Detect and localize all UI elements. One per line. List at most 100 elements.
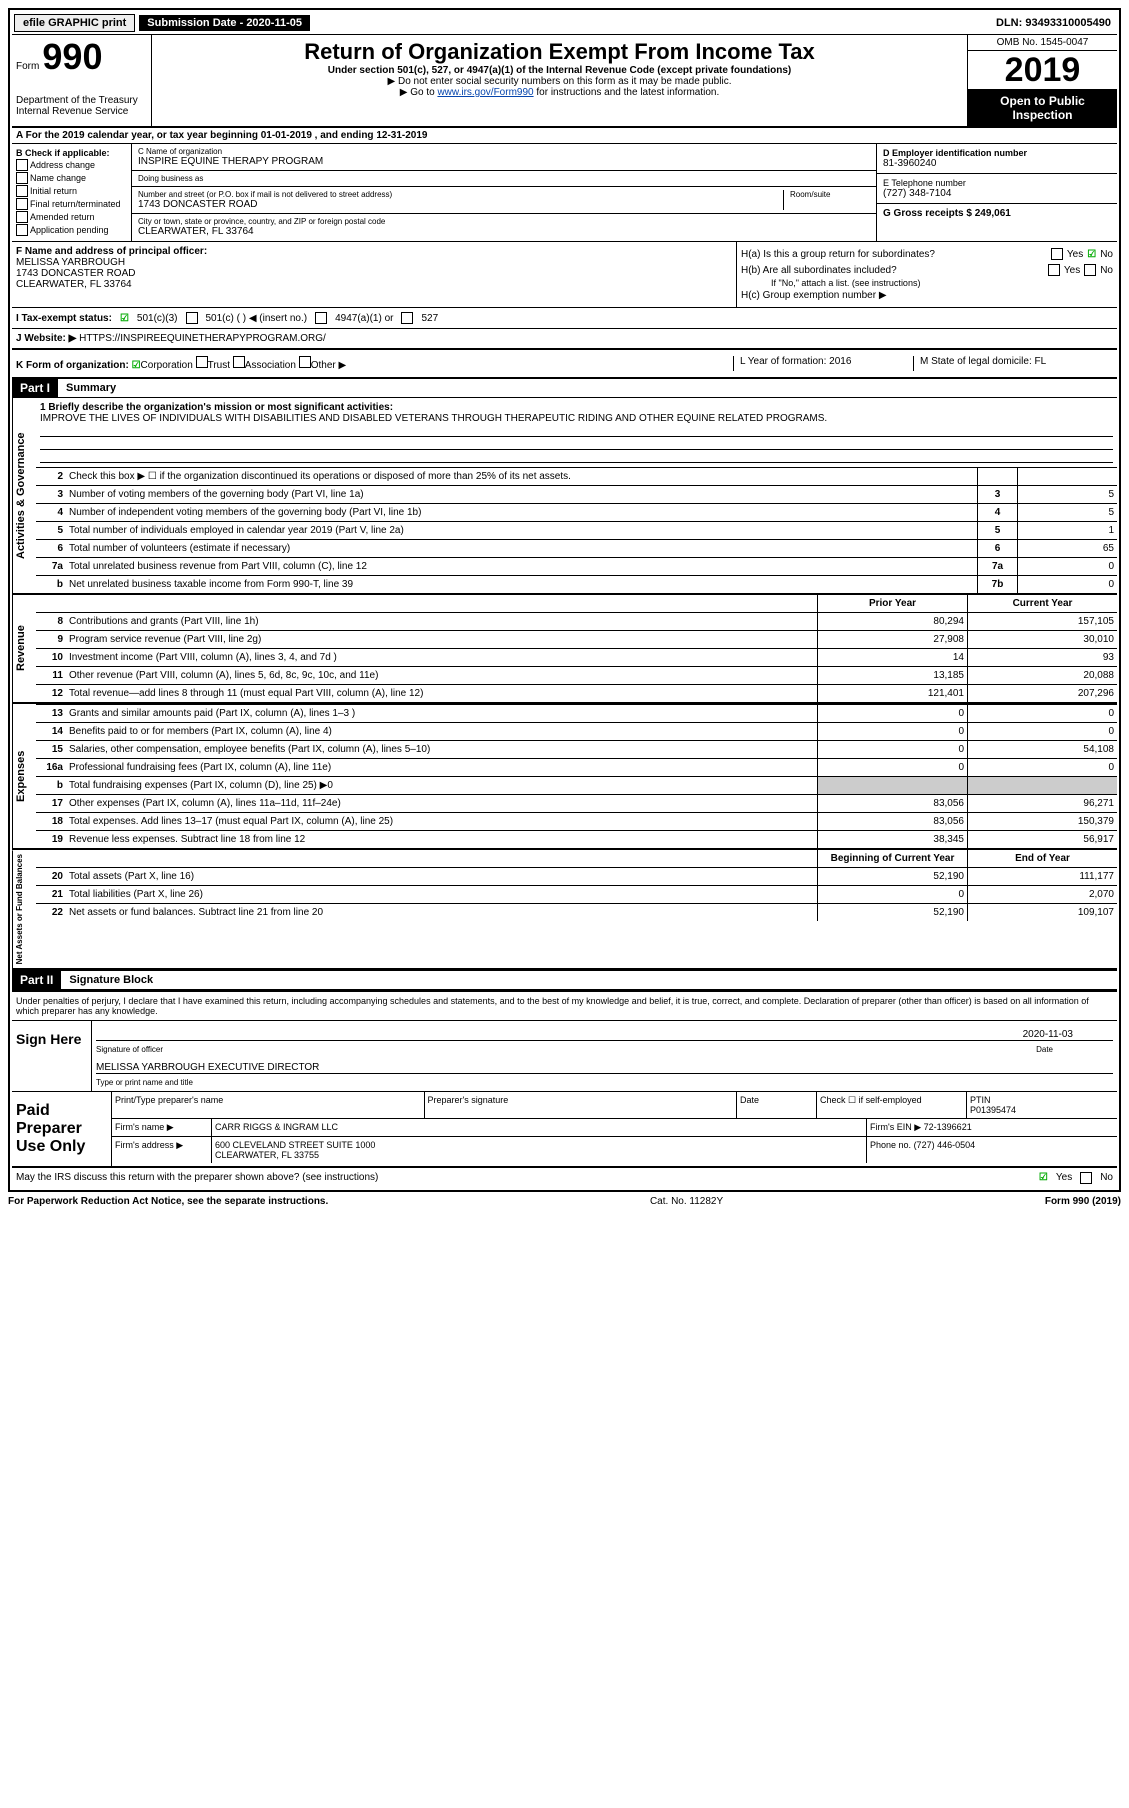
value-line: 14 Benefits paid to or for members (Part…: [36, 722, 1117, 740]
prior-val: 0: [817, 741, 967, 758]
check-label: Final return/terminated: [30, 199, 121, 209]
line-num: 2: [36, 468, 66, 485]
prep-row-1: Print/Type preparer's name Preparer's si…: [112, 1092, 1117, 1119]
checkbox-icon[interactable]: [315, 312, 327, 324]
current-val: 111,177: [967, 868, 1117, 885]
officer-addr1: 1743 DONCASTER ROAD: [16, 268, 732, 279]
prior-val: 121,401: [817, 685, 967, 702]
checkbox-icon[interactable]: [1080, 1172, 1092, 1184]
line-desc: Total number of individuals employed in …: [66, 522, 977, 539]
check-amended[interactable]: Amended return: [16, 211, 127, 223]
row-j: J Website: ▶ HTTPS://INSPIREEQUINETHERAP…: [12, 329, 1117, 350]
checkbox-icon[interactable]: [299, 356, 311, 368]
date-label: Date: [1036, 1045, 1113, 1054]
corp: Corporation: [141, 360, 193, 371]
ein-value: 81-3960240: [883, 158, 1111, 169]
line-desc: Benefits paid to or for members (Part IX…: [66, 723, 817, 740]
line-num: 11: [36, 667, 66, 684]
line-num: 6: [36, 540, 66, 557]
line-desc: Other revenue (Part VIII, column (A), li…: [66, 667, 817, 684]
mission-text: IMPROVE THE LIVES OF INDIVIDUALS WITH DI…: [40, 413, 1113, 424]
ein-label: D Employer identification number: [883, 148, 1111, 158]
check-address[interactable]: Address change: [16, 159, 127, 171]
checkbox-icon[interactable]: [233, 356, 245, 368]
line-num: 14: [36, 723, 66, 740]
phone-label: E Telephone number: [883, 178, 1111, 188]
checkmark-icon: ☑: [132, 360, 141, 371]
sign-here-label: Sign Here: [12, 1021, 92, 1091]
check-name[interactable]: Name change: [16, 172, 127, 184]
line-val: [1017, 468, 1117, 485]
blank-line: [40, 450, 1113, 463]
line-desc: Total liabilities (Part X, line 26): [66, 886, 817, 903]
checkbox-icon[interactable]: [401, 312, 413, 324]
checkbox-icon[interactable]: [1084, 264, 1096, 276]
line-num: 13: [36, 705, 66, 722]
website-url[interactable]: HTTPS://INSPIREEQUINETHERAPYPROGRAM.ORG/: [79, 333, 326, 344]
prior-val: 0: [817, 705, 967, 722]
prior-val: 13,185: [817, 667, 967, 684]
prior-val: 83,056: [817, 813, 967, 830]
preparer-grid: Paid Preparer Use Only Print/Type prepar…: [12, 1091, 1117, 1168]
checkbox-icon[interactable]: [1051, 248, 1063, 260]
irs-link[interactable]: www.irs.gov/Form990: [437, 87, 533, 98]
net-header-row: Beginning of Current Year End of Year: [36, 850, 1117, 867]
value-line: b Total fundraising expenses (Part IX, c…: [36, 776, 1117, 794]
gov-line: 4 Number of independent voting members o…: [36, 503, 1117, 521]
check-final[interactable]: Final return/terminated: [16, 198, 127, 210]
row-i: I Tax-exempt status: ☑501(c)(3) 501(c) (…: [12, 308, 1117, 329]
k-label: K Form of organization:: [16, 360, 129, 371]
submission-date: Submission Date - 2020-11-05: [139, 15, 310, 31]
checkbox-icon[interactable]: [1048, 264, 1060, 276]
sign-right: 2020-11-03 Signature of officer Date MEL…: [92, 1021, 1117, 1091]
check-label: Name change: [30, 173, 86, 183]
ptin-cell: PTIN P01395474: [967, 1092, 1117, 1118]
line-desc: Total revenue—add lines 8 through 11 (mu…: [66, 685, 817, 702]
sig-officer-label: Signature of officer: [96, 1045, 163, 1054]
checkmark-icon: ☑: [120, 313, 129, 324]
current-header: Current Year: [967, 595, 1117, 612]
line-desc: Salaries, other compensation, employee b…: [66, 741, 817, 758]
header-left: Form 990 Department of the Treasury Inte…: [12, 35, 152, 126]
line-num: 18: [36, 813, 66, 830]
preparer-label: Paid Preparer Use Only: [12, 1092, 112, 1166]
line-num: 5: [36, 522, 66, 539]
check-pending[interactable]: Application pending: [16, 224, 127, 236]
begin-header: Beginning of Current Year: [817, 850, 967, 867]
current-val: 54,108: [967, 741, 1117, 758]
city-row: City or town, state or province, country…: [132, 214, 876, 240]
gov-line: b Net unrelated business taxable income …: [36, 575, 1117, 593]
officer-addr2: CLEARWATER, FL 33764: [16, 279, 732, 290]
hb-line: H(b) Are all subordinates included? Yes …: [741, 262, 1113, 278]
check-initial[interactable]: Initial return: [16, 185, 127, 197]
efile-button[interactable]: efile GRAPHIC print: [14, 14, 135, 32]
value-line: 9 Program service revenue (Part VIII, li…: [36, 630, 1117, 648]
hb-note: If "No," attach a list. (see instruction…: [741, 278, 1113, 288]
form-subtitle: Under section 501(c), 527, or 4947(a)(1)…: [156, 65, 963, 76]
line-desc: Net assets or fund balances. Subtract li…: [66, 904, 817, 921]
prior-val: 83,056: [817, 795, 967, 812]
city-value: CLEARWATER, FL 33764: [138, 226, 870, 237]
info-grid: B Check if applicable: Address change Na…: [12, 144, 1117, 242]
gov-rows: 1 Briefly describe the organization's mi…: [36, 398, 1117, 593]
yes-label: Yes: [1056, 1172, 1072, 1184]
line-desc: Investment income (Part VIII, column (A)…: [66, 649, 817, 666]
checkbox-icon[interactable]: [186, 312, 198, 324]
no-label: No: [1100, 265, 1113, 276]
phone-value: (727) 446-0504: [914, 1140, 976, 1150]
current-val: 150,379: [967, 813, 1117, 830]
527: 527: [421, 313, 438, 324]
line-box: 7b: [977, 576, 1017, 593]
hb-label: H(b) Are all subordinates included?: [741, 265, 1044, 276]
firm-addr1: 600 CLEVELAND STREET SUITE 1000: [215, 1140, 375, 1150]
row-k: K Form of organization: ☑Corporation Tru…: [12, 350, 1117, 379]
check-label: Amended return: [30, 212, 95, 222]
city-label: City or town, state or province, country…: [138, 217, 870, 226]
line-val: 0: [1017, 558, 1117, 575]
officer-name-title: MELISSA YARBROUGH EXECUTIVE DIRECTOR: [96, 1062, 319, 1073]
checkbox-icon[interactable]: [196, 356, 208, 368]
f-label: F Name and address of principal officer:: [16, 246, 732, 257]
row-f: F Name and address of principal officer:…: [12, 242, 1117, 308]
part2-title: Signature Block: [61, 974, 153, 986]
side-revenue: Revenue: [12, 595, 36, 702]
